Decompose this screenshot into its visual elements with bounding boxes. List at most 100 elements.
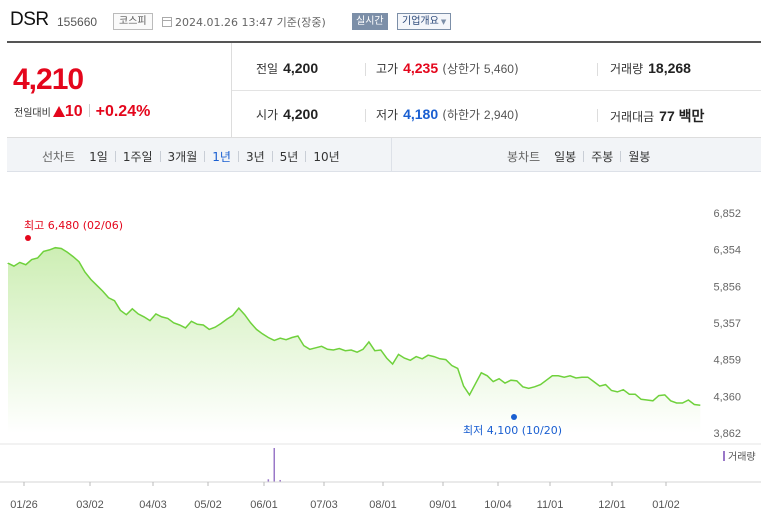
stock-header: DSR 155660 코스피 2024.01.26 13:47 기준(장중) 실… bbox=[0, 0, 761, 42]
amount-value: 77 백만 bbox=[659, 108, 705, 124]
stock-name: DSR bbox=[10, 9, 49, 30]
prev-close-value: 4,200 bbox=[283, 60, 319, 76]
low-label: 저가 bbox=[376, 108, 399, 122]
candle-period-tab[interactable]: 월봉 bbox=[628, 150, 651, 164]
change-percent: +0.24% bbox=[95, 103, 151, 120]
prev-close-label: 전일 bbox=[256, 62, 279, 76]
upper-limit: (상한가 5,460) bbox=[442, 62, 519, 76]
x-tick-label: 07/03 bbox=[310, 499, 338, 511]
volume-bar bbox=[267, 479, 270, 482]
line-period-tab[interactable]: 10년 bbox=[313, 150, 340, 164]
x-tick-label: 12/01 bbox=[598, 499, 626, 511]
line-chart-label: 선차트 bbox=[42, 150, 76, 164]
x-tick-label: 05/02 bbox=[194, 499, 222, 511]
summary-row-divider bbox=[232, 90, 761, 91]
price-summary: 4,210 전일대비 10 +0.24% 전일 4,200 고가 4,235 (상한가 … bbox=[7, 43, 761, 138]
line-chart-tabs: 선차트 1일 1주일 3개월 1년 3년 5년 10년 bbox=[42, 148, 340, 165]
chevron-down-icon: ▼ bbox=[440, 18, 447, 26]
candle-period-tab[interactable]: 일봉 bbox=[554, 150, 577, 164]
period-tabs: 선차트 1일 1주일 3개월 1년 3년 5년 10년 봉차트 일봉 주봉 월봉 bbox=[7, 138, 761, 172]
prev-close-cell: 전일 4,200 bbox=[256, 60, 318, 77]
up-triangle-icon bbox=[52, 106, 65, 117]
corp-info-label: 기업개요 bbox=[402, 16, 439, 27]
x-tick-label: 10/04 bbox=[484, 499, 512, 511]
cell-separator bbox=[365, 63, 366, 76]
x-tick-label: 06/01 bbox=[250, 499, 278, 511]
tab-separator bbox=[271, 151, 273, 162]
datetime-text: 2024.01.26 13:47 기준(장중) bbox=[175, 16, 326, 29]
y-tick-label: 3,862 bbox=[713, 428, 741, 440]
realtime-button[interactable]: 실시간 bbox=[352, 13, 388, 30]
line-period-tab[interactable]: 1년 bbox=[212, 150, 231, 164]
price-chart-svg: 6,852 6,354 5,856 5,357 4,859 4,360 3,862 최고 6,… bbox=[0, 208, 761, 511]
x-tick-label: 09/01 bbox=[429, 499, 457, 511]
tab-separator bbox=[204, 151, 206, 162]
price-area bbox=[8, 247, 701, 433]
y-tick-label: 5,856 bbox=[713, 281, 741, 293]
high-cell: 고가 4,235 (상한가 5,460) bbox=[376, 60, 519, 77]
summary-divider bbox=[231, 43, 232, 137]
quote-datetime: 2024.01.26 13:47 기준(장중) bbox=[162, 14, 326, 30]
x-tick-label: 01/26 bbox=[10, 499, 38, 511]
low-marker bbox=[511, 414, 517, 420]
high-value: 4,235 bbox=[403, 60, 439, 76]
price-change: 전일대비 10 +0.24% bbox=[14, 101, 150, 121]
open-value: 4,200 bbox=[283, 106, 319, 122]
volume-legend-swatch bbox=[723, 451, 725, 461]
y-tick-label: 4,360 bbox=[713, 391, 741, 403]
market-badge: 코스피 bbox=[113, 13, 153, 30]
volume-cell: 거래량 18,268 bbox=[610, 60, 691, 77]
x-tick-label: 11/01 bbox=[537, 499, 564, 511]
line-period-tab[interactable]: 1주일 bbox=[122, 150, 153, 164]
line-period-tab[interactable]: 5년 bbox=[279, 150, 299, 164]
corp-info-dropdown[interactable]: 기업개요 ▼ bbox=[397, 13, 452, 30]
x-tick-label: 04/03 bbox=[139, 499, 167, 511]
low-value: 4,180 bbox=[403, 106, 439, 122]
line-period-tab[interactable]: 3개월 bbox=[167, 150, 198, 164]
current-price: 4,210 bbox=[13, 63, 84, 96]
candle-period-tab[interactable]: 주봉 bbox=[591, 150, 614, 164]
price-chart: 6,852 6,354 5,856 5,357 4,859 4,360 3,862 최고 6,… bbox=[0, 180, 761, 522]
price-line bbox=[7, 246, 701, 406]
lower-limit-label: 하한가 bbox=[446, 108, 481, 122]
volume-value: 18,268 bbox=[648, 60, 691, 76]
low-cell: 저가 4,180 (하한가 2,940) bbox=[376, 106, 519, 123]
high-marker bbox=[25, 235, 31, 241]
tab-separator bbox=[114, 151, 116, 162]
candle-chart-label: 봉차트 bbox=[507, 150, 541, 164]
lower-limit-value: 2,940 bbox=[483, 108, 514, 122]
volume-bar bbox=[273, 448, 275, 482]
candle-chart-tabs: 봉차트 일봉 주봉 월봉 bbox=[507, 148, 650, 165]
x-tick-label: 01/02 bbox=[652, 499, 680, 511]
open-cell: 시가 4,200 bbox=[256, 106, 318, 123]
header-divider bbox=[7, 41, 761, 43]
amount-cell: 거래대금 77 백만 bbox=[610, 106, 704, 126]
high-annotation: 최고 6,480 (02/06) bbox=[24, 219, 123, 232]
tab-separator bbox=[237, 151, 239, 162]
x-tick-label: 03/02 bbox=[76, 499, 104, 511]
line-period-list: 1일 1주일 3개월 1년 3년 5년 10년 bbox=[89, 150, 340, 164]
y-tick-label: 6,354 bbox=[713, 245, 741, 257]
tab-separator bbox=[583, 151, 585, 162]
change-value: 10 bbox=[64, 103, 83, 120]
change-label: 전일대비 bbox=[14, 108, 51, 119]
open-label: 시가 bbox=[256, 108, 279, 122]
line-period-tab[interactable]: 1일 bbox=[89, 150, 108, 164]
y-tick-label: 4,859 bbox=[713, 355, 741, 367]
line-period-tab[interactable]: 3년 bbox=[245, 150, 265, 164]
tab-separator bbox=[620, 151, 622, 162]
y-tick-label: 6,852 bbox=[713, 208, 741, 220]
amount-label: 거래대금 bbox=[610, 110, 655, 124]
cell-separator bbox=[597, 109, 598, 122]
stock-code: 155660 bbox=[57, 15, 98, 29]
lower-limit: (하한가 2,940) bbox=[442, 108, 519, 122]
low-annotation: 최저 4,100 (10/20) bbox=[463, 424, 562, 437]
upper-limit-label: 상한가 bbox=[446, 62, 481, 76]
tabs-divider bbox=[391, 138, 392, 172]
x-tick-label: 08/01 bbox=[369, 499, 397, 511]
tab-separator bbox=[159, 151, 161, 162]
cell-separator bbox=[597, 63, 598, 76]
cell-separator bbox=[365, 109, 366, 122]
volume-label: 거래량 bbox=[610, 62, 644, 76]
change-separator bbox=[88, 104, 90, 117]
